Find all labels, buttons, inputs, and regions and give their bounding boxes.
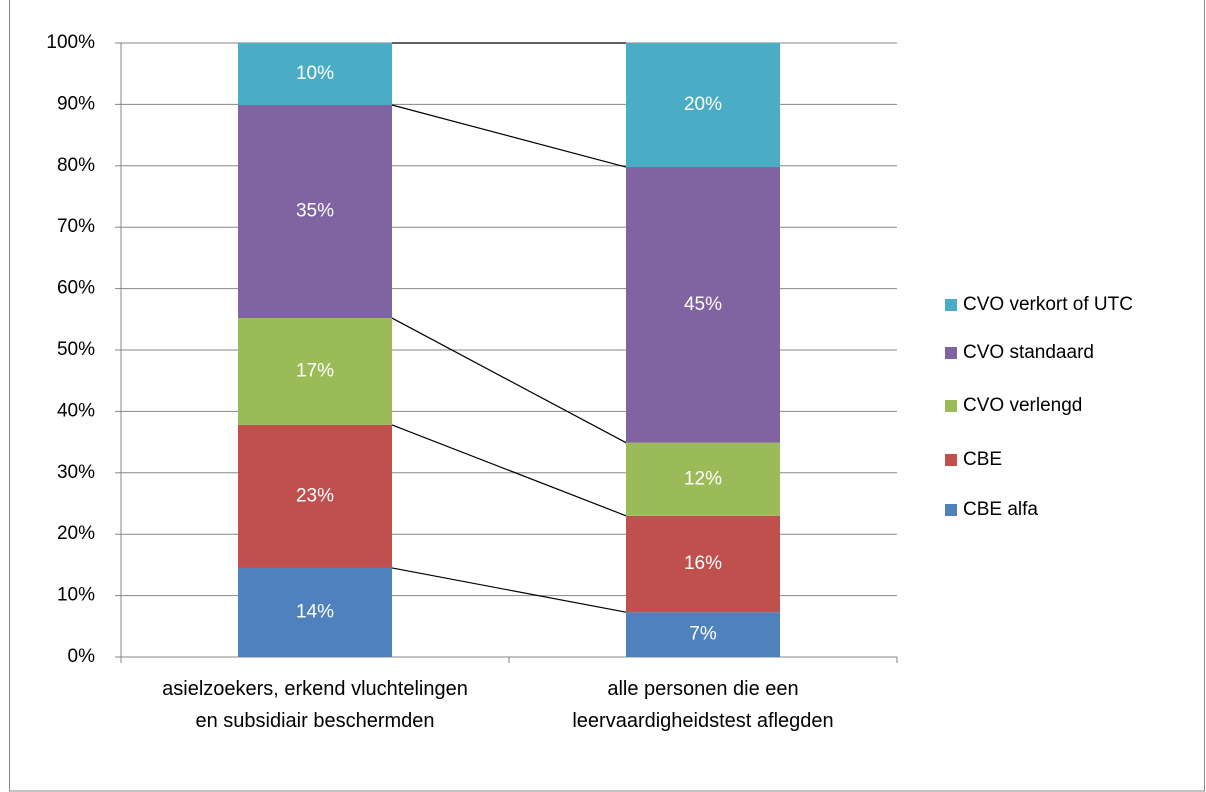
- bar-segment: [238, 43, 392, 106]
- bar-segment: [626, 612, 780, 657]
- legend-swatch: [945, 454, 957, 466]
- series-line: [391, 104, 627, 168]
- data-label: 7%: [689, 624, 717, 645]
- data-label: 14%: [296, 602, 334, 623]
- y-tick-label: 70%: [57, 216, 95, 237]
- bar-segment: [626, 167, 780, 443]
- y-tick-label: 20%: [57, 523, 95, 544]
- x-tick-label: asielzoekers, erkend vluchtelingen en su…: [162, 678, 468, 732]
- y-tick-label: 40%: [57, 400, 95, 421]
- chart-border: [9, 0, 1205, 792]
- y-tick-label: 100%: [46, 32, 95, 53]
- data-label: 17%: [296, 361, 334, 382]
- data-label: 35%: [296, 201, 334, 222]
- x-tick-label-box: alle personen die een leervaardigheidste…: [572, 678, 834, 732]
- y-tick-label: 90%: [57, 93, 95, 114]
- legend-label: CVO verkort of UTC: [963, 294, 1133, 315]
- bar-segment: [626, 43, 780, 168]
- legend-label: CBE: [963, 449, 1002, 470]
- data-label: 20%: [684, 94, 722, 115]
- legend-label: CVO standaard: [963, 342, 1094, 363]
- y-tick-label: 0%: [68, 646, 96, 667]
- bar-segment: [238, 105, 392, 319]
- series-line: [391, 424, 627, 517]
- data-label: 23%: [296, 485, 334, 506]
- y-tick-label: 60%: [57, 278, 95, 299]
- legend-swatch: [945, 504, 957, 516]
- data-label: 45%: [684, 294, 722, 315]
- x-tick-label: alle personen die een leervaardigheidste…: [572, 678, 834, 732]
- bar-segment: [238, 567, 392, 657]
- legend-swatch: [945, 347, 957, 359]
- y-tick-label: 50%: [57, 339, 95, 360]
- data-label: 10%: [296, 63, 334, 84]
- data-label: 12%: [684, 468, 722, 489]
- series-line: [391, 317, 627, 444]
- y-tick-label: 80%: [57, 155, 95, 176]
- data-label: 16%: [684, 553, 722, 574]
- legend-label: CBE alfa: [963, 499, 1038, 520]
- bar-segment: [626, 442, 780, 516]
- legend-swatch: [945, 400, 957, 412]
- x-tick-label-box: asielzoekers, erkend vluchtelingen en su…: [162, 678, 468, 732]
- bar-segment: [238, 424, 392, 568]
- y-tick-label: 30%: [57, 462, 95, 483]
- series-line: [391, 567, 627, 613]
- legend-swatch: [945, 299, 957, 311]
- bar-segment: [626, 515, 780, 613]
- bar-segment: [238, 318, 392, 425]
- y-tick-label: 10%: [57, 585, 95, 606]
- legend-label: CVO verlengd: [963, 395, 1082, 416]
